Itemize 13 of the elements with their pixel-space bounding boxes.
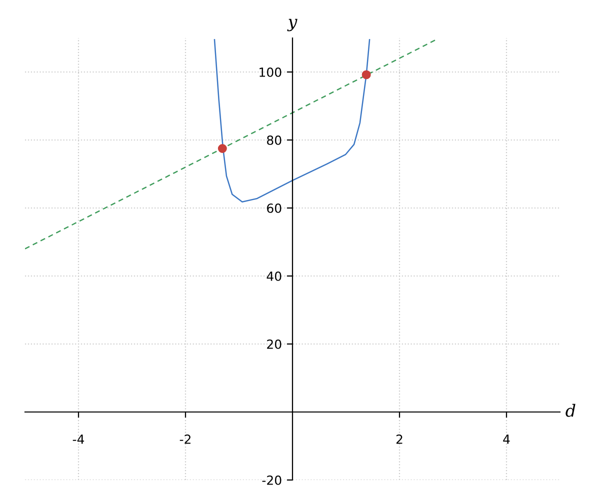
x-tick-label: 4 bbox=[503, 434, 510, 444]
y-tick-label: 100 bbox=[260, 67, 282, 77]
y-tick-label: 80 bbox=[267, 135, 282, 145]
x-tick-label: 2 bbox=[396, 434, 402, 444]
x-axis-title: d bbox=[566, 404, 576, 417]
x-tick-label: -2 bbox=[180, 434, 190, 444]
x-tick-label: -4 bbox=[72, 434, 84, 444]
y-tick-label: -20 bbox=[262, 475, 282, 485]
y-tick-label: 60 bbox=[267, 203, 282, 213]
line-series bbox=[214, 39, 370, 203]
y-tick-label: 20 bbox=[267, 339, 282, 349]
y-axis-title: y bbox=[287, 18, 298, 32]
y-tick-label: 40 bbox=[266, 271, 282, 281]
